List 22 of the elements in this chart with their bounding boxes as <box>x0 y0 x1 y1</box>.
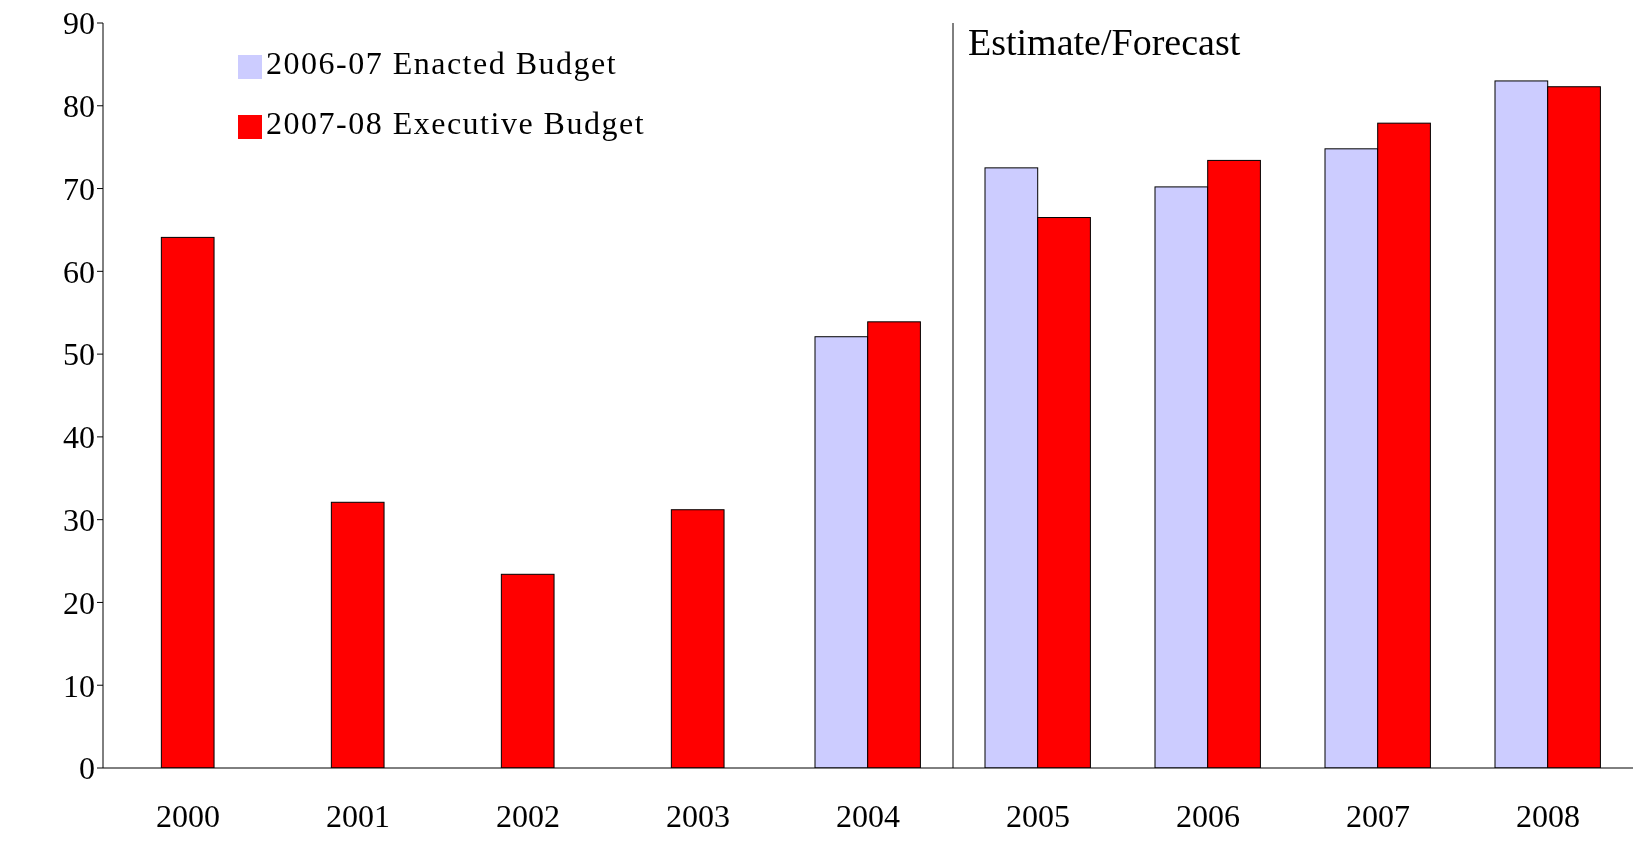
x-tick-label: 2000 <box>156 797 220 834</box>
ref-line-label: Estimate/Forecast <box>968 21 1241 63</box>
x-tick-label: 2001 <box>326 797 390 834</box>
x-tick-label: 2002 <box>496 797 560 834</box>
x-tick-label: 2003 <box>666 797 730 834</box>
y-tick-label: 50 <box>63 336 95 373</box>
y-tick-label: 30 <box>63 502 95 539</box>
y-tick-label: 0 <box>79 750 95 787</box>
legend-label: 2007-08 Executive Budget <box>266 105 646 141</box>
y-tick-label: 20 <box>63 584 95 621</box>
y-tick-label: 80 <box>63 88 95 125</box>
y-tick-label: 40 <box>63 419 95 456</box>
x-tick-label: 2007 <box>1346 797 1410 834</box>
legend-label: 2006-07 Enacted Budget <box>266 45 618 81</box>
x-tick-label: 2008 <box>1516 797 1580 834</box>
x-tick-label: 2004 <box>836 797 900 834</box>
y-tick-label: 70 <box>63 170 95 207</box>
x-tick-label: 2006 <box>1176 797 1240 834</box>
y-tick-label: 90 <box>63 5 95 42</box>
y-tick-label: 10 <box>63 667 95 704</box>
y-tick-label: 60 <box>63 253 95 290</box>
x-tick-label: 2005 <box>1006 797 1070 834</box>
